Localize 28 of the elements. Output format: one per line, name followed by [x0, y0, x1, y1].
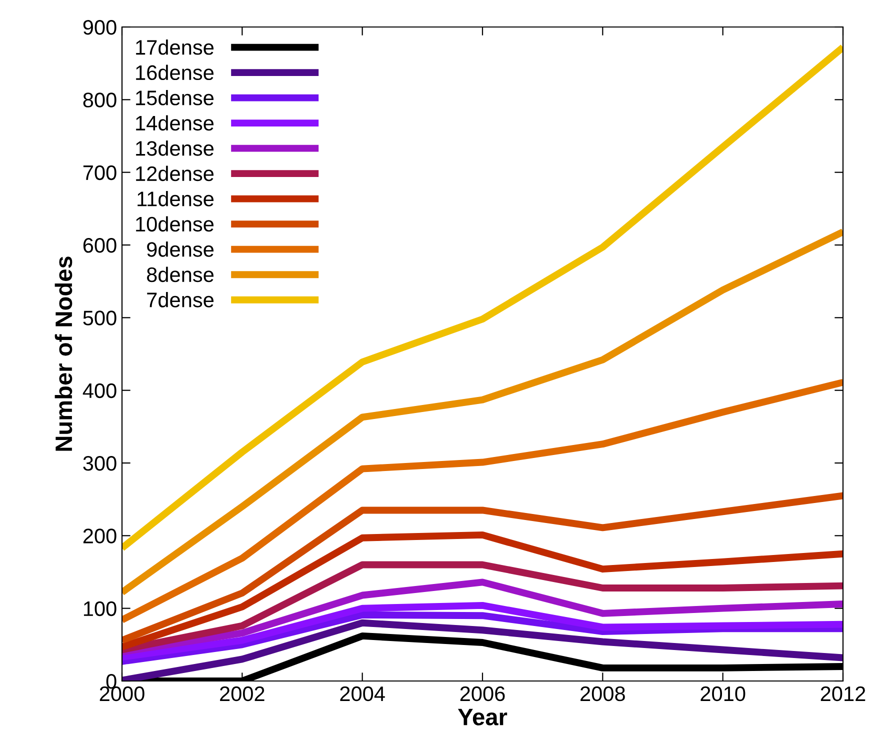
x-tick-label: 2010 [700, 686, 746, 702]
legend-label: 8dense [146, 266, 214, 282]
legend-label: 14dense [136, 115, 214, 131]
y-tick-label: 900 [83, 20, 116, 35]
y-tick-label: 300 [83, 456, 116, 471]
x-tick-label: 2002 [220, 686, 264, 702]
y-tick-label: 200 [83, 528, 116, 544]
y-tick-label: 600 [83, 238, 116, 253]
x-tick-label: 2012 [820, 686, 866, 702]
y-tick-label: 800 [83, 92, 116, 108]
y-axis-title: Number of Nodes [54, 256, 72, 451]
legend-label: 15dense [136, 90, 214, 106]
legend-label: 17dense [136, 40, 214, 55]
legend-label: 11dense [138, 191, 214, 206]
y-tick-label: 400 [82, 383, 116, 398]
x-tick-label: 2004 [340, 686, 385, 702]
legend-label: 16dense [136, 64, 214, 80]
y-tick-label: 100 [84, 601, 116, 616]
legend-label: 12dense [136, 166, 214, 182]
legend-label: 13dense [136, 140, 214, 156]
y-tick-label: 700 [83, 165, 116, 180]
legend-label: 10dense [136, 216, 214, 232]
legend-label: 7dense [147, 292, 214, 308]
x-axis-title: Year [458, 708, 508, 726]
legend-label: 9dense [147, 242, 214, 257]
x-tick-label: 2008 [580, 686, 625, 702]
y-tick-label: 500 [83, 310, 116, 326]
x-tick-label: 2006 [460, 686, 505, 702]
